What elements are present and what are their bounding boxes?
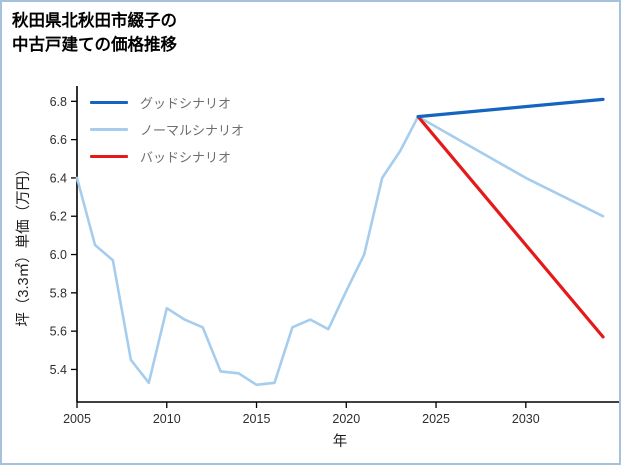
chart-legend: グッドシナリオ ノーマルシナリオ バッドシナリオ (90, 89, 244, 170)
x-tick-label: 2030 (512, 412, 540, 426)
x-tick-label: 2015 (243, 412, 271, 426)
legend-label-normal: ノーマルシナリオ (140, 123, 245, 138)
y-tick-label: 5.8 (50, 286, 67, 300)
y-tick-label: 6.2 (50, 210, 67, 224)
x-axis-label: 年 (333, 433, 348, 450)
series-lines (75, 97, 605, 387)
good-scenario-line-swatch (90, 100, 128, 105)
legend-item-normal: ノーマルシナリオ (90, 116, 244, 143)
x-tick-label: 2005 (63, 412, 91, 426)
y-tick-label: 6.6 (50, 133, 67, 147)
x-tick-label: 2010 (153, 412, 181, 426)
y-tick-label: 5.6 (50, 325, 67, 339)
legend-item-bad: バッドシナリオ (90, 143, 244, 170)
x-tick-label: 2020 (332, 412, 360, 426)
tick-labels: 2005 2010 2015 2020 2025 2030 5.4 5.6 5.8 6.0 6.2 6… (50, 95, 540, 426)
y-axis-label: 坪（3.3㎡）単価（万円） (15, 161, 32, 326)
y-tick-label: 5.4 (50, 363, 67, 377)
chart-title-line1: 秋田県北秋田市綴子の (12, 12, 177, 30)
y-tick-label: 6.0 (50, 248, 67, 262)
chart-title-line2: 中古戸建ての価格推移 (12, 35, 177, 54)
series-line-1 (75, 115, 605, 387)
normal-scenario-line-swatch (90, 127, 128, 132)
chart-title: 秋田県北秋田市綴子の 中古戸建ての価格推移 (12, 10, 177, 58)
x-tick-label: 2025 (422, 412, 450, 426)
series-line-2 (416, 114, 605, 339)
bad-scenario-line-swatch (90, 154, 128, 159)
legend-label-good: グッドシナリオ (140, 96, 232, 111)
legend-item-good: グッドシナリオ (90, 89, 244, 116)
legend-label-bad: バッドシナリオ (140, 150, 232, 165)
y-tick-label: 6.4 (50, 171, 67, 185)
y-tick-label: 6.8 (50, 95, 67, 109)
series-line-0 (416, 97, 605, 119)
